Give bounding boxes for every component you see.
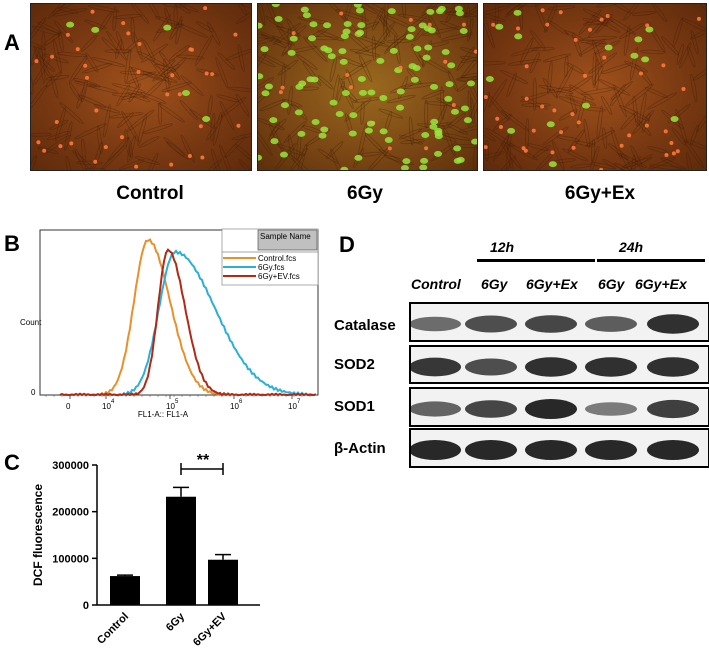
- histogram-tick-label: 10: [288, 402, 297, 411]
- panel-letter-a: A: [4, 30, 20, 55]
- blot-band: [411, 316, 461, 332]
- histogram-tick-exp: 5: [175, 399, 179, 405]
- lane-label-6gy-24h: 6Gy: [598, 276, 625, 292]
- histogram-tick-exp: 7: [297, 399, 301, 405]
- time-label-12h: 12h: [489, 239, 515, 255]
- blot-band: [465, 358, 517, 376]
- legend-item-6gy-ev: 6Gy+EV.fcs: [258, 272, 300, 281]
- panel-letter-d: D: [339, 232, 355, 257]
- histogram-tick-label: 10: [166, 402, 175, 411]
- bar: [208, 559, 238, 605]
- protein-label-catalase: Catalase: [334, 317, 396, 334]
- bar-ylabel: DCF fluorescence: [31, 484, 45, 586]
- legend-item-control: Control.fcs: [258, 254, 296, 263]
- blot-band: [465, 400, 517, 418]
- blot-band: [525, 315, 577, 333]
- bars: [110, 486, 238, 605]
- significance-bracket: **: [180, 452, 224, 475]
- blot-sod2: [409, 345, 709, 384]
- flow-histogram: Count 0 0 10 4 10 5 10 6 10 7 FL1-A:: FL1-A Samp…: [20, 228, 319, 419]
- bar-xticks: Control 6Gy 6Gy+EV: [95, 610, 230, 649]
- lane-label-control: Control: [411, 276, 461, 292]
- blot-band: [411, 357, 461, 377]
- blot-band: [585, 440, 637, 460]
- bar-xtick-label: 6Gy+EV: [191, 610, 230, 649]
- bar-chart: DCF fluorescence 0 100000 200000 300000 Con…: [31, 452, 260, 649]
- blot-band: [647, 357, 699, 377]
- blot-band: [647, 314, 699, 334]
- blot-sod1: [409, 387, 709, 427]
- blot-band: [585, 316, 637, 332]
- legend-header: Sample Name: [260, 232, 311, 241]
- blot-band: [465, 440, 517, 460]
- blot-band: [647, 399, 699, 419]
- blot-band: [465, 315, 517, 333]
- histogram-tick-label: 0: [66, 402, 71, 411]
- time-bar-24h: [597, 259, 705, 262]
- micrograph-control: [30, 3, 252, 171]
- histogram-tick-label: 10: [102, 402, 111, 411]
- blot-band: [525, 440, 577, 460]
- bar-ytick-label: 300000: [52, 460, 89, 472]
- blot-beta-actin: [409, 428, 709, 468]
- time-label-24h: 24h: [618, 239, 644, 255]
- bar: [166, 496, 196, 605]
- bar: [110, 576, 140, 605]
- blot-band: [411, 401, 461, 417]
- bar-xtick-label: 6Gy: [164, 610, 188, 634]
- histogram-tick-exp: 4: [111, 399, 115, 405]
- panel-letter-b: B: [4, 231, 20, 256]
- panel-letter-c: C: [4, 450, 20, 475]
- micrograph-6gy: [257, 3, 478, 171]
- curve-6gy-ev: [59, 248, 317, 397]
- lane-label-6gy-ex-12h: 6Gy+Ex: [526, 276, 578, 292]
- histogram-legend: Sample Name Control.fcs 6Gy.fcs 6Gy+EV.f…: [221, 228, 319, 286]
- histogram-y-zero: 0: [31, 388, 36, 397]
- blot-band: [525, 357, 577, 377]
- time-bar-12h: [477, 259, 595, 262]
- protein-label-beta-actin: β-Actin: [334, 440, 386, 457]
- significance-label: **: [197, 452, 210, 469]
- histogram-xlabel: FL1-A:: FL1-A: [138, 410, 189, 419]
- lane-label-6gy-12h: 6Gy: [481, 276, 508, 292]
- blot-band: [525, 399, 577, 419]
- micrograph-label-control: Control: [116, 183, 184, 204]
- blot-band: [585, 402, 637, 416]
- bar-ytick-label: 200000: [52, 507, 89, 519]
- histogram-frame: [39, 229, 319, 396]
- lane-label-6gy-ex-24h: 6Gy+Ex: [635, 276, 687, 292]
- bar-ytick-label: 100000: [52, 553, 89, 565]
- micrograph-label-6gy: 6Gy: [347, 183, 383, 204]
- histogram-ticks: 0 10 4 10 5 10 6 10 7: [45, 395, 311, 411]
- bar-ytick-label: 0: [83, 600, 89, 612]
- histogram-tick-exp: 6: [239, 399, 243, 405]
- bar-xtick-label: Control: [95, 611, 131, 647]
- micrograph-6gy-ex: [483, 3, 707, 171]
- protein-label-sod1: SOD1: [334, 398, 375, 415]
- protein-label-sod2: SOD2: [334, 356, 375, 373]
- blot-band: [411, 440, 461, 460]
- histogram-tick-label: 10: [230, 402, 239, 411]
- bar-yticks: 0 100000 200000 300000: [52, 460, 97, 612]
- blot-catalase: [409, 302, 709, 342]
- blot-band: [585, 357, 637, 377]
- blot-band: [647, 440, 699, 460]
- histogram-ylabel: Count: [20, 318, 42, 327]
- legend-item-6gy: 6Gy.fcs: [258, 263, 285, 272]
- micrograph-label-6gy-ex: 6Gy+Ex: [564, 183, 636, 204]
